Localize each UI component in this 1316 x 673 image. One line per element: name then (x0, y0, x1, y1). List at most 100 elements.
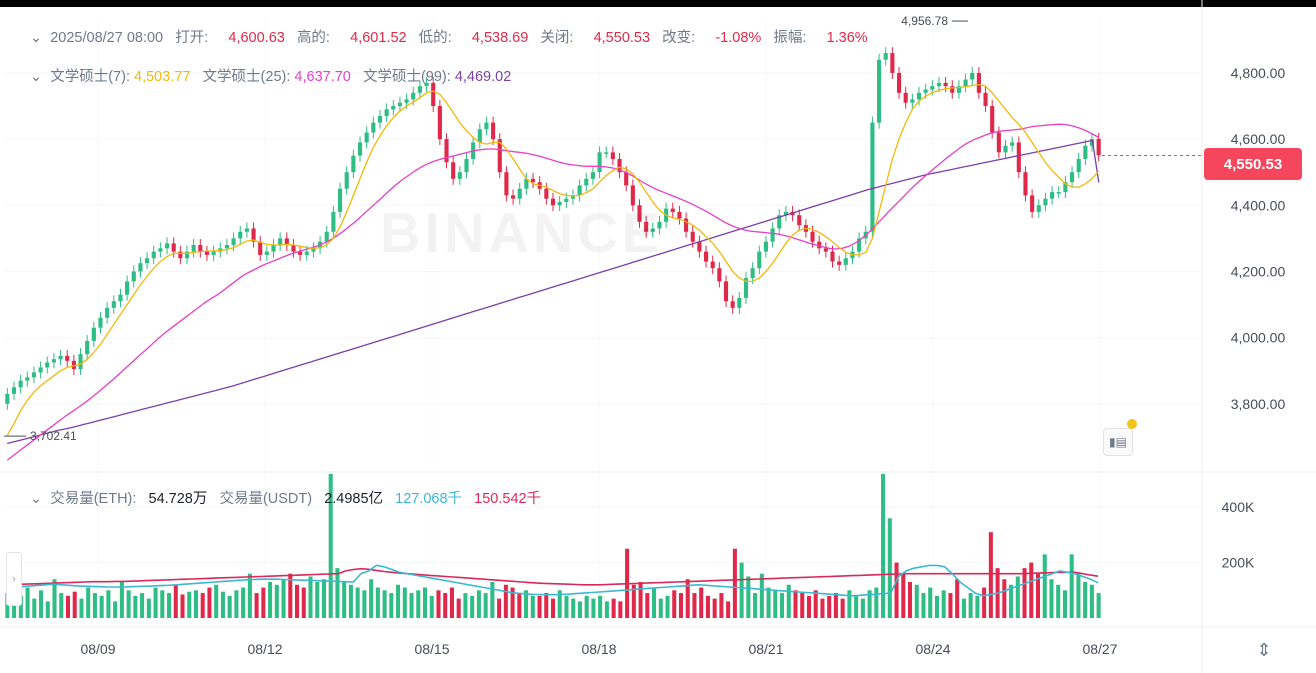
volume-bar (247, 573, 252, 618)
candle-body (111, 301, 116, 308)
candle-body (105, 307, 110, 318)
volume-bar (1069, 554, 1074, 618)
volume-bar (342, 582, 347, 618)
volume-bar (180, 594, 185, 618)
candle-body (324, 231, 329, 242)
volume-bar (1083, 582, 1088, 618)
candle-body (797, 215, 802, 226)
volume-bar (113, 601, 118, 618)
candle-body (817, 241, 822, 249)
volume-bar (988, 532, 993, 618)
candle-body (178, 251, 183, 259)
volume-bar (476, 590, 481, 618)
volume-tick-label: 200K (1222, 555, 1255, 571)
candle-body (437, 106, 442, 140)
volume-bar (840, 598, 845, 618)
expand-icon[interactable]: ⇕ (1256, 639, 1272, 660)
candle-body (1096, 138, 1101, 156)
volume-bar (449, 587, 454, 618)
candle-body (264, 251, 269, 255)
volume-bar (355, 587, 360, 618)
volume-bar (106, 590, 111, 618)
volume-bar (544, 593, 549, 618)
volume-bar (1049, 579, 1054, 618)
volume-ma-slow-line (7, 567, 1099, 586)
volume-bar (719, 593, 724, 618)
volume-bar (328, 474, 333, 618)
candle-body (211, 251, 216, 255)
volume-bar (678, 593, 684, 618)
candle-body (131, 271, 136, 282)
current-price-tag: 4,550.53 (1204, 148, 1302, 180)
ma-collapse-icon[interactable]: ⌄ (30, 69, 43, 85)
candle-body (497, 139, 502, 173)
collapse-icon[interactable]: ⌄ (30, 30, 43, 46)
volume-bar (1035, 573, 1041, 618)
candle-body (723, 281, 729, 302)
volume-bar (261, 587, 266, 618)
candle-body (564, 198, 569, 202)
candle-body (244, 228, 249, 232)
candle-body (397, 102, 403, 107)
candle-body (610, 152, 615, 159)
volume-bar (813, 590, 818, 618)
volume-bar (982, 587, 987, 618)
price-tick-label: 4,400.00 (1231, 197, 1286, 213)
candle-body (464, 158, 469, 173)
candle-body (1056, 192, 1061, 194)
volume-bar (483, 593, 488, 618)
vol-eth-label: 交易量(ETH): (50, 491, 137, 507)
volume-bar (133, 595, 138, 618)
volume-bar (773, 590, 778, 618)
volume-bar (921, 593, 926, 618)
ohlc-row: ⌄ 2025/08/27 08:00 打开: 4,600.63 高的: 4,60… (30, 26, 868, 47)
volume-bar (732, 548, 737, 618)
volume-bar (52, 579, 57, 618)
ma7-label: 文学硕士(7): (50, 69, 130, 85)
candle-body (351, 155, 356, 173)
volume-bar (914, 584, 919, 618)
candle-body (896, 72, 902, 93)
volume-bar (928, 587, 933, 618)
candle-body (843, 258, 848, 265)
volume-bar (550, 598, 556, 618)
currency-toggle-icon[interactable]: ▮▤ (1103, 428, 1133, 456)
candle-body (1030, 195, 1035, 212)
candle-body (823, 248, 828, 252)
min-marker-label: 3,702.41 (30, 429, 77, 443)
candle-body (870, 122, 875, 232)
candle-body (936, 82, 942, 87)
candle-body (65, 355, 70, 361)
volume-bar (712, 598, 717, 618)
candle-body (1036, 205, 1041, 212)
candle-body (1069, 172, 1075, 183)
watermark: BINANCE (380, 200, 663, 265)
candle-body (1010, 142, 1015, 146)
candle-body (224, 245, 229, 249)
candle-body (251, 228, 256, 242)
volume-bar (402, 587, 407, 618)
vol-collapse-icon[interactable]: ⌄ (30, 491, 43, 507)
scroll-left-button[interactable]: › (6, 552, 22, 606)
datetime: 2025/08/27 08:00 (50, 30, 164, 46)
candle-body (983, 92, 988, 107)
vol-usdt-label: 交易量(USDT) (219, 491, 313, 507)
candle-body (31, 372, 37, 378)
volume-bar (308, 576, 313, 618)
volume-bar (557, 590, 562, 618)
candle-body (5, 393, 10, 404)
candle-body (158, 248, 163, 252)
candle-body (491, 122, 496, 140)
volume-bar (510, 587, 515, 618)
volume-bar (153, 587, 158, 618)
candle-body (1016, 142, 1021, 173)
volume-bar (1009, 584, 1014, 618)
vol-eth-value: 54.728万 (148, 491, 208, 507)
volume-bar (72, 591, 77, 618)
candle-body (337, 188, 343, 212)
candle-body (431, 82, 436, 107)
volume-bar (497, 598, 502, 618)
volume-bar (806, 595, 811, 618)
candle-body (690, 231, 695, 242)
